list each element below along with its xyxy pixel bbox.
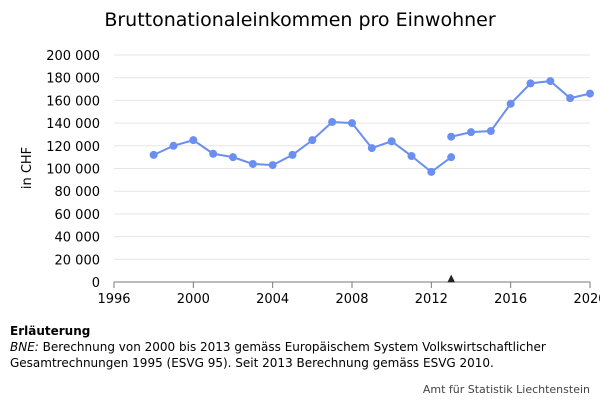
y-tick-label: 180 000	[46, 72, 100, 87]
y-tick-label: 120 000	[46, 140, 100, 155]
grid-lines	[114, 54, 590, 260]
notes-title: Erläuterung	[10, 324, 91, 338]
x-tick-label: 2016	[494, 292, 527, 307]
x-tick-label: 2008	[335, 292, 368, 307]
data-point	[447, 153, 456, 162]
data-point	[447, 132, 456, 141]
data-point	[169, 141, 178, 150]
notes: Erläuterung BNE: Berechnung von 2000 bis…	[10, 323, 590, 371]
x-tick-label: 1996	[97, 292, 130, 307]
y-tick-label: 160 000	[46, 94, 100, 109]
data-point	[348, 119, 356, 128]
data-point	[526, 79, 535, 88]
data-point	[506, 99, 515, 108]
data-point	[546, 77, 555, 86]
data-point	[328, 117, 337, 126]
data-point	[288, 150, 297, 159]
data-point	[268, 161, 277, 170]
chart-title: Bruttonationaleinkommen pro Einwohner	[104, 9, 496, 31]
marker-layer: ▲	[447, 273, 455, 284]
break-marker: ▲	[447, 273, 455, 284]
y-tick-label: 200 000	[46, 49, 100, 64]
series-layer	[149, 77, 594, 176]
data-point	[387, 137, 396, 146]
data-point	[308, 136, 317, 145]
data-point	[367, 144, 376, 153]
data-point	[209, 149, 218, 158]
y-axis-ticks: 0 20 000 40 000 60 000 80 000 100 000 120 000 1…	[46, 49, 100, 291]
y-tick-label: 60 000	[55, 208, 101, 223]
data-point	[586, 89, 594, 98]
x-tick-label: 2012	[415, 292, 448, 307]
data-point	[427, 167, 436, 176]
data-point	[189, 136, 198, 145]
source-credit: Amt für Statistik Liechtenstein	[422, 383, 590, 396]
notes-text: Berechnung von 2000 bis 2013 gemäss Euro…	[10, 340, 546, 370]
y-axis-label: in CHF	[20, 147, 35, 189]
notes-abbreviation: BNE:	[10, 340, 39, 354]
data-point	[407, 152, 416, 161]
data-point	[248, 159, 257, 168]
y-tick-label: 40 000	[55, 231, 101, 246]
x-tick-label: 2004	[256, 292, 289, 307]
y-tick-label: 140 000	[46, 117, 100, 132]
x-axis-ticks: 1996 2000 2004 2008 2012 2016 2020	[97, 282, 600, 307]
y-tick-label: 20 000	[55, 253, 101, 268]
data-point	[566, 94, 575, 103]
data-point	[467, 128, 475, 137]
y-tick-label: 80 000	[55, 185, 101, 200]
y-tick-label: 0	[92, 276, 100, 291]
data-point	[486, 127, 495, 136]
notes-body: BNE: Berechnung von 2000 bis 2013 gemäss…	[10, 339, 590, 371]
y-tick-label: 100 000	[46, 163, 100, 178]
data-point	[229, 153, 237, 162]
chart: Bruttonationaleinkommen pro Einwohner in…	[20, 9, 600, 307]
x-tick-label: 2000	[177, 292, 210, 307]
series-line	[153, 120, 452, 174]
x-tick-label: 2020	[573, 292, 600, 307]
data-point	[149, 150, 158, 159]
